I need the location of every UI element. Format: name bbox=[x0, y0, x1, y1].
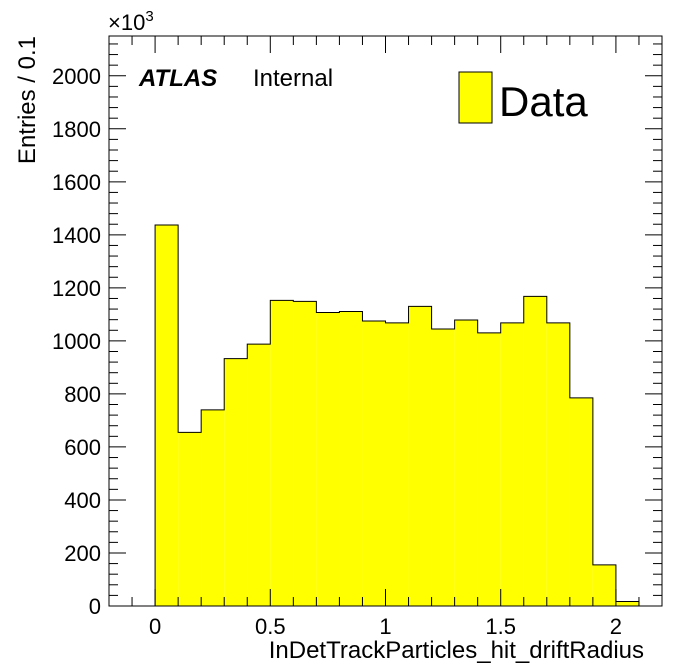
y-tick-label: 200 bbox=[64, 541, 101, 566]
x-tick-label: 0.5 bbox=[255, 614, 286, 639]
histogram-bar bbox=[293, 301, 317, 606]
x-tick-label: 1.5 bbox=[485, 614, 516, 639]
y-tick-label: 400 bbox=[64, 488, 101, 513]
histogram-bar bbox=[500, 322, 524, 606]
atlas-label: ATLAS bbox=[138, 65, 217, 92]
histogram-bar bbox=[454, 319, 478, 606]
histogram-bar bbox=[546, 322, 570, 606]
histogram-bar bbox=[178, 432, 202, 606]
y-tick-label: 1800 bbox=[52, 117, 101, 142]
histogram-bar bbox=[477, 332, 501, 606]
histogram-bar bbox=[201, 409, 225, 606]
histogram-bar bbox=[270, 300, 294, 606]
histogram-bar bbox=[431, 328, 455, 606]
histogram-bar bbox=[224, 358, 248, 606]
y-tick-label: 1600 bbox=[52, 170, 101, 195]
histogram-bar bbox=[339, 311, 363, 606]
x-tick-label: 1 bbox=[379, 614, 391, 639]
y-tick-label: 2000 bbox=[52, 64, 101, 89]
y-tick-label: 1400 bbox=[52, 223, 101, 248]
histogram-outline bbox=[154, 224, 640, 606]
histogram-bar bbox=[155, 225, 179, 607]
histogram-bar bbox=[385, 322, 409, 606]
y-tick-label: 600 bbox=[64, 435, 101, 460]
internal-label: Internal bbox=[253, 65, 333, 92]
tick-labels: 0 0.5 1 1.5 2 0 200 400 600 800 1000 1200 1400 1600 18… bbox=[52, 64, 622, 639]
histogram-bar bbox=[523, 296, 547, 606]
histogram-bar bbox=[569, 397, 593, 606]
legend-entry-data: Data bbox=[499, 78, 588, 125]
legend-swatch bbox=[458, 71, 493, 124]
y-axis-title: Entries / 0.1 bbox=[14, 36, 41, 164]
histogram-bar bbox=[362, 321, 386, 606]
y-tick-label: 1200 bbox=[52, 276, 101, 301]
histogram-bar bbox=[615, 601, 639, 606]
x-axis-title: InDetTrackParticles_hit_driftRadius bbox=[269, 637, 644, 664]
y-tick-label: 800 bbox=[64, 382, 101, 407]
x-tick-label: 2 bbox=[610, 614, 622, 639]
y-tick-label: 1000 bbox=[52, 329, 101, 354]
histogram-bar bbox=[247, 344, 271, 606]
y-tick-label: 0 bbox=[89, 594, 101, 619]
histogram-bars bbox=[154, 224, 640, 607]
histogram-bar bbox=[592, 564, 616, 606]
histogram-bar bbox=[408, 306, 432, 606]
x-tick-label: 0 bbox=[149, 614, 161, 639]
axes bbox=[108, 35, 663, 607]
histogram-bar bbox=[316, 312, 340, 606]
y-axis-multiplier: ×103 bbox=[108, 8, 154, 35]
